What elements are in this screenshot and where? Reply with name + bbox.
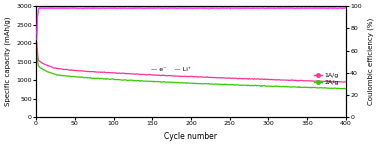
X-axis label: Cycle number: Cycle number <box>164 132 217 141</box>
Y-axis label: Specific capacity (mAh/g): Specific capacity (mAh/g) <box>4 17 11 106</box>
Legend: 1A/g, 2A/g: 1A/g, 2A/g <box>313 71 340 86</box>
Y-axis label: Coulombic efficiency (%): Coulombic efficiency (%) <box>367 18 374 105</box>
Text: — e⁻    — Li⁺: — e⁻ — Li⁺ <box>151 67 191 71</box>
